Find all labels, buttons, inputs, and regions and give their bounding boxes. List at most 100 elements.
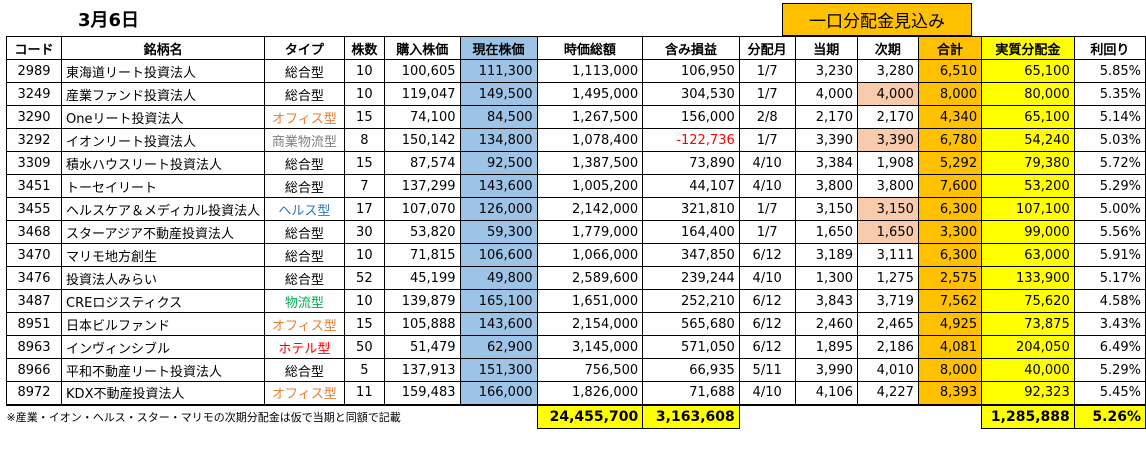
col-header-unrealized-pl: 含み損益 — [642, 36, 740, 60]
cell-next-term: 2,170 — [857, 105, 919, 129]
cell-next-term: 4,010 — [857, 358, 919, 382]
cell-code: 3309 — [5, 151, 63, 175]
cell-current-price: 165,100 — [459, 289, 538, 313]
cell-dividend-month: 2/8 — [738, 105, 796, 129]
cell-name: 投資法人みらい — [61, 266, 266, 290]
cell-real-dividend: 80,000 — [981, 82, 1075, 106]
cell-real-dividend: 54,240 — [981, 128, 1075, 152]
cell-name: イオンリート投資法人 — [61, 128, 266, 152]
col-header-shares: 株数 — [343, 36, 386, 60]
cell-unrealized-pl: 571,050 — [642, 335, 740, 359]
cell-total: 5,292 — [917, 151, 983, 175]
cell-current-term: 4,000 — [794, 82, 859, 106]
cell-shares: 8 — [343, 128, 386, 152]
cell-shares: 17 — [343, 197, 386, 221]
cell-type: 総合型 — [264, 59, 345, 83]
cell-code: 3468 — [5, 220, 63, 244]
cell-market-cap: 2,589,600 — [536, 266, 644, 290]
cell-yield: 5.17% — [1073, 266, 1146, 290]
cell-current-price: 126,000 — [459, 197, 538, 221]
cell-total: 2,575 — [917, 266, 983, 290]
cell-current-price: 84,500 — [459, 105, 538, 129]
cell-market-cap: 3,145,000 — [536, 335, 644, 359]
cell-buy-price: 87,574 — [384, 151, 461, 175]
cell-shares: 10 — [343, 59, 386, 83]
cell-current-term: 3,390 — [794, 128, 859, 152]
cell-next-term: 1,908 — [857, 151, 919, 175]
cell-buy-price: 137,913 — [384, 358, 461, 382]
cell-code: 2989 — [5, 59, 63, 83]
cell-yield: 5.85% — [1073, 59, 1146, 83]
table-row: 8963 インヴィンシブル ホテル型 50 51,479 62,900 3,145,000 5… — [5, 335, 1146, 359]
cell-type: オフィス型 — [264, 312, 345, 336]
cell-unrealized-pl: 106,950 — [642, 59, 740, 83]
col-header-next-term: 次期 — [857, 36, 919, 60]
cell-unrealized-pl: 73,890 — [642, 151, 740, 175]
cell-type: 総合型 — [264, 358, 345, 382]
cell-unrealized-pl: 156,000 — [642, 105, 740, 129]
cell-code: 3487 — [5, 289, 63, 313]
cell-dividend-month: 1/7 — [738, 82, 796, 106]
cell-yield: 4.58% — [1073, 289, 1146, 313]
cell-yield: 5.00% — [1073, 197, 1146, 221]
cell-current-term: 3,150 — [794, 197, 859, 221]
cell-current-term: 1,300 — [794, 266, 859, 290]
cell-code: 3470 — [5, 243, 63, 267]
reit-portfolio-table: コード 銘柄名 タイプ 株数 購入株価 現在株価 時価総額 含み損益 分配月 当… — [5, 36, 1146, 429]
table-row: 3451 トーセイリート 総合型 7 137,299 143,600 1,005,200 44… — [5, 174, 1146, 198]
cell-name: Oneリート投資法人 — [61, 105, 266, 129]
cell-name: インヴィンシブル — [61, 335, 266, 359]
cell-dividend-month: 1/7 — [738, 197, 796, 221]
cell-dividend-month: 5/11 — [738, 358, 796, 382]
table-row: 3468 スターアジア不動産投資法人 総合型 30 53,820 59,300 1,779,… — [5, 220, 1146, 244]
col-header-total: 合計 — [917, 36, 983, 60]
cell-code: 3249 — [5, 82, 63, 106]
cell-type: 総合型 — [264, 174, 345, 198]
cell-total: 7,562 — [917, 289, 983, 313]
cell-current-price: 59,300 — [459, 220, 538, 244]
cell-shares: 7 — [343, 174, 386, 198]
cell-type: オフィス型 — [264, 105, 345, 129]
cell-shares: 11 — [343, 381, 386, 406]
cell-total: 8,393 — [917, 381, 983, 406]
cell-buy-price: 107,070 — [384, 197, 461, 221]
cell-current-term: 2,460 — [794, 312, 859, 336]
cell-dividend-month: 4/10 — [738, 174, 796, 198]
cell-current-price: 62,900 — [459, 335, 538, 359]
cell-name: 平和不動産リート投資法人 — [61, 358, 266, 382]
cell-yield: 5.29% — [1073, 174, 1146, 198]
table-row: 3487 CREロジスティクス 物流型 10 139,879 165,100 1,651,0… — [5, 289, 1146, 313]
cell-yield: 5.45% — [1073, 381, 1146, 406]
cell-total: 7,600 — [917, 174, 983, 198]
cell-market-cap: 1,495,000 — [536, 82, 644, 106]
cell-name: ヘルスケア＆メディカル投資法人 — [61, 197, 266, 221]
table-row: 3309 積水ハウスリート投資法人 総合型 15 87,574 92,500 1,387,5… — [5, 151, 1146, 175]
cell-total: 6,300 — [917, 243, 983, 267]
cell-unrealized-pl: -122,736 — [642, 128, 740, 152]
cell-name: マリモ地方創生 — [61, 243, 266, 267]
cell-unrealized-pl: 347,850 — [642, 243, 740, 267]
table-row: 8972 KDX不動産投資法人 オフィス型 11 159,483 166,000 1,826… — [5, 381, 1146, 406]
cell-current-term: 3,843 — [794, 289, 859, 313]
cell-current-price: 111,300 — [459, 59, 538, 83]
cell-type: 物流型 — [264, 289, 345, 313]
cell-buy-price: 105,888 — [384, 312, 461, 336]
cell-code: 3290 — [5, 105, 63, 129]
cell-buy-price: 71,815 — [384, 243, 461, 267]
dividend-forecast-banner: 一口分配金見込み — [782, 3, 972, 36]
cell-real-dividend: 204,050 — [981, 335, 1075, 359]
cell-shares: 15 — [343, 312, 386, 336]
cell-market-cap: 756,500 — [536, 358, 644, 382]
cell-next-term: 3,150 — [857, 197, 919, 221]
cell-current-term: 2,170 — [794, 105, 859, 129]
cell-real-dividend: 92,323 — [981, 381, 1075, 406]
cell-type: ホテル型 — [264, 335, 345, 359]
cell-buy-price: 74,100 — [384, 105, 461, 129]
footnote: ※産業・イオン・ヘルス・スター・マリモの次期分配金は仮で当期と同額で記載 — [6, 411, 401, 424]
table-row: 3249 産業ファンド投資法人 総合型 10 119,047 149,500 1,495,0… — [5, 82, 1146, 106]
cell-yield: 5.14% — [1073, 105, 1146, 129]
cell-current-price: 134,800 — [459, 128, 538, 152]
cell-real-dividend: 133,900 — [981, 266, 1075, 290]
col-header-dividend-month: 分配月 — [738, 36, 796, 60]
cell-dividend-month: 1/7 — [738, 59, 796, 83]
